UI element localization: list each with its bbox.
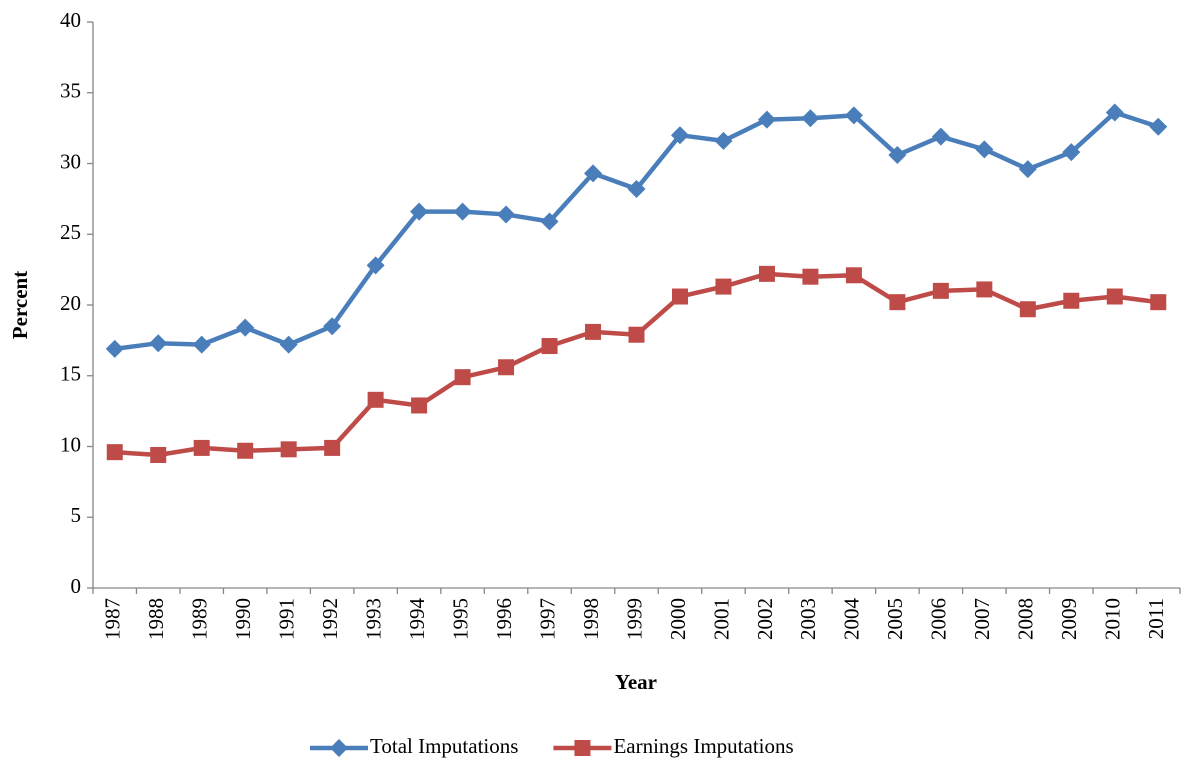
x-tick-label: 1993 bbox=[361, 598, 385, 640]
data-point bbox=[236, 318, 255, 337]
x-tick-label: 2002 bbox=[753, 598, 777, 640]
x-tick-label: 2004 bbox=[840, 598, 864, 641]
legend-marker bbox=[330, 739, 348, 757]
data-point bbox=[627, 179, 646, 198]
data-point bbox=[1018, 160, 1037, 179]
data-point bbox=[410, 202, 429, 221]
x-tick-label: 1994 bbox=[405, 598, 429, 641]
data-point bbox=[671, 288, 688, 305]
y-tick-label: 5 bbox=[71, 503, 82, 527]
data-point bbox=[1019, 301, 1036, 318]
data-point bbox=[1063, 292, 1080, 309]
data-point bbox=[367, 391, 384, 408]
legend-label: Earnings Imputations bbox=[613, 734, 793, 758]
x-tick-label: 1999 bbox=[622, 598, 646, 640]
x-tick-label: 1997 bbox=[535, 598, 559, 640]
data-point bbox=[1062, 143, 1081, 162]
x-tick-label: 1998 bbox=[579, 598, 603, 640]
data-point bbox=[1106, 288, 1123, 305]
data-point bbox=[889, 294, 906, 311]
legend-label: Total Imputations bbox=[370, 734, 518, 758]
y-tick-label: 35 bbox=[60, 79, 81, 103]
data-point bbox=[366, 256, 385, 275]
data-point bbox=[541, 338, 558, 355]
x-tick-label: 1996 bbox=[492, 598, 516, 640]
data-point bbox=[280, 441, 297, 458]
x-tick-label: 1992 bbox=[318, 598, 342, 640]
data-point bbox=[540, 212, 559, 231]
data-point bbox=[497, 205, 516, 224]
data-point bbox=[714, 131, 733, 150]
data-point bbox=[670, 126, 689, 145]
data-point bbox=[845, 267, 862, 284]
x-tick-label: 1995 bbox=[448, 598, 472, 640]
x-tick-label: 2006 bbox=[927, 598, 951, 640]
y-tick-label: 40 bbox=[60, 8, 81, 32]
series-line bbox=[114, 110, 1159, 352]
data-point bbox=[106, 444, 123, 461]
data-point bbox=[628, 326, 645, 343]
data-point bbox=[498, 359, 515, 376]
series-line bbox=[114, 271, 1159, 458]
data-point bbox=[193, 439, 210, 456]
data-point bbox=[931, 127, 950, 146]
data-point bbox=[324, 439, 341, 456]
x-tick-label: 2009 bbox=[1057, 598, 1081, 640]
x-tick-label: 1990 bbox=[231, 598, 255, 640]
x-tick-label: 2000 bbox=[666, 598, 690, 640]
legend-marker bbox=[574, 740, 591, 756]
x-tick-label: 2008 bbox=[1014, 598, 1038, 640]
data-point bbox=[454, 369, 471, 386]
data-point bbox=[758, 265, 775, 282]
x-tick-label: 2001 bbox=[709, 598, 733, 640]
x-tick-label: 2003 bbox=[796, 598, 820, 640]
x-tick-label: 1988 bbox=[144, 598, 168, 640]
data-point bbox=[585, 323, 602, 340]
y-tick-label: 0 bbox=[71, 574, 82, 598]
x-tick-label: 2005 bbox=[883, 598, 907, 640]
legend: Total Imputations Earnings Imputations bbox=[310, 734, 794, 758]
data-point bbox=[1149, 117, 1168, 136]
data-point bbox=[411, 397, 428, 414]
data-point bbox=[149, 334, 168, 353]
y-tick-label: 10 bbox=[60, 432, 81, 456]
data-point bbox=[801, 109, 820, 128]
data-point bbox=[757, 110, 776, 129]
data-point bbox=[237, 442, 254, 459]
x-tick-label: 1987 bbox=[101, 598, 125, 640]
data-point bbox=[150, 446, 167, 463]
data-point bbox=[932, 282, 949, 299]
data-point bbox=[888, 146, 907, 165]
data-point bbox=[584, 164, 603, 183]
data-point bbox=[279, 335, 298, 354]
x-tick-label: 2007 bbox=[970, 598, 994, 640]
x-tick-label: 2011 bbox=[1144, 598, 1168, 639]
data-point bbox=[323, 317, 342, 336]
series bbox=[106, 265, 1167, 463]
data-point bbox=[1105, 103, 1124, 122]
data-point bbox=[715, 278, 732, 295]
x-axis-title: Year bbox=[615, 670, 657, 694]
data-point bbox=[453, 202, 472, 221]
y-tick-label: 30 bbox=[60, 149, 81, 173]
x-tick-label: 1989 bbox=[188, 598, 212, 640]
data-point bbox=[105, 339, 124, 358]
data-point bbox=[192, 335, 211, 354]
y-tick-label: 20 bbox=[60, 291, 81, 315]
series bbox=[105, 103, 1168, 358]
data-point bbox=[976, 281, 993, 298]
x-tick-label: 2010 bbox=[1101, 598, 1125, 640]
data-point bbox=[1150, 294, 1167, 311]
y-tick-label: 15 bbox=[60, 362, 81, 386]
y-axis-title: Percent bbox=[8, 271, 32, 339]
data-point bbox=[802, 268, 819, 285]
data-point bbox=[844, 106, 863, 125]
data-point bbox=[975, 140, 994, 159]
x-tick-label: 1991 bbox=[274, 598, 298, 640]
y-tick-label: 25 bbox=[60, 220, 81, 244]
